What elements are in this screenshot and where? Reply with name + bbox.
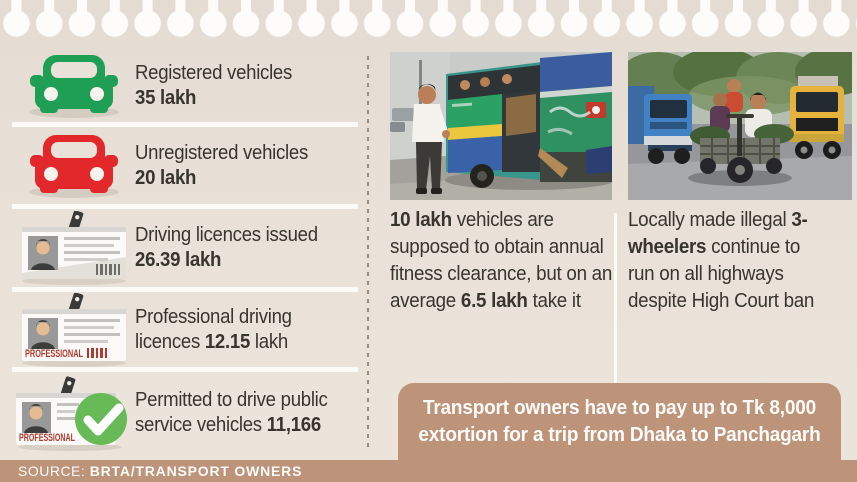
stat-row-registered-vehicles: Registered vehicles 35 lakh [12,50,360,122]
stat-row-professional-licences: PROFESSIONAL Professional driving licenc… [12,292,360,367]
stat-text: Unregistered vehicles 20 lakh [135,141,308,191]
stat-value: 20 lakh [135,166,197,189]
stat-label: Unregistered vehicles [135,141,308,164]
licence-card-icon [12,211,135,285]
green-car-icon [12,53,135,119]
stat-label-line2: licences 12.15 lakh [135,330,288,353]
stat-row-unregistered-vehicles: Unregistered vehicles 20 lakh [12,127,360,204]
professional-licence-check-icon: PROFESSIONAL [12,373,135,453]
separator-line [12,122,358,127]
extortion-banner: Transport owners have to pay up to Tk 8,… [398,383,841,460]
stat-value: 26.39 lakh [135,249,222,271]
source-bar: SOURCE: BRTA/TRANSPORT OWNERS [0,460,857,482]
stat-value: 35 lakh [135,87,197,109]
red-car-icon [12,133,135,199]
stat-row-public-service-permitted: PROFESSIONAL Permitted to drive public s… [12,372,360,454]
stat-text: Driving licences issued 26.39 lakh [135,223,318,273]
professional-card-label: PROFESSIONAL [25,348,83,360]
stat-text: Registered vehicles 35 lakh [135,61,292,111]
three-wheeler-caption: Locally made illegal 3-wheelers continue… [628,209,815,312]
white-divider [614,213,617,391]
source-prefix: SOURCE: [18,463,86,479]
stat-label-line1: Professional driving [135,305,292,328]
separator-line [12,204,358,209]
separator-line [12,287,358,292]
stat-text: Professional driving licences 12.15 lakh [135,305,292,355]
perforated-edge-decoration [0,0,857,40]
battered-bus-photo [390,52,612,200]
stat-text: Permitted to drive public service vehicl… [135,388,328,438]
stat-label: Driving licences issued [135,224,318,246]
banner-line2: extortion for a trip from Dhaka to Panch… [418,424,821,446]
stat-row-driving-licences: Driving licences issued 26.39 lakh [12,209,360,287]
banner-line1: Transport owners have to pay up to Tk 8,… [422,397,817,419]
dashed-divider [367,56,369,450]
professional-card-label: PROFESSIONAL [19,432,75,444]
three-wheeler-photo [628,52,852,200]
stat-label: Registered vehicles [135,62,293,84]
separator-line [12,367,358,372]
source-value: BRTA/TRANSPORT OWNERS [89,463,303,479]
fitness-clearance-caption: 10 lakh vehicles are supposed to obtain … [390,209,613,312]
stat-label-line1: Permitted to drive public [135,389,328,411]
professional-licence-card-icon: PROFESSIONAL [12,292,135,367]
stat-label-line2: service vehicles 11,166 [135,414,321,436]
